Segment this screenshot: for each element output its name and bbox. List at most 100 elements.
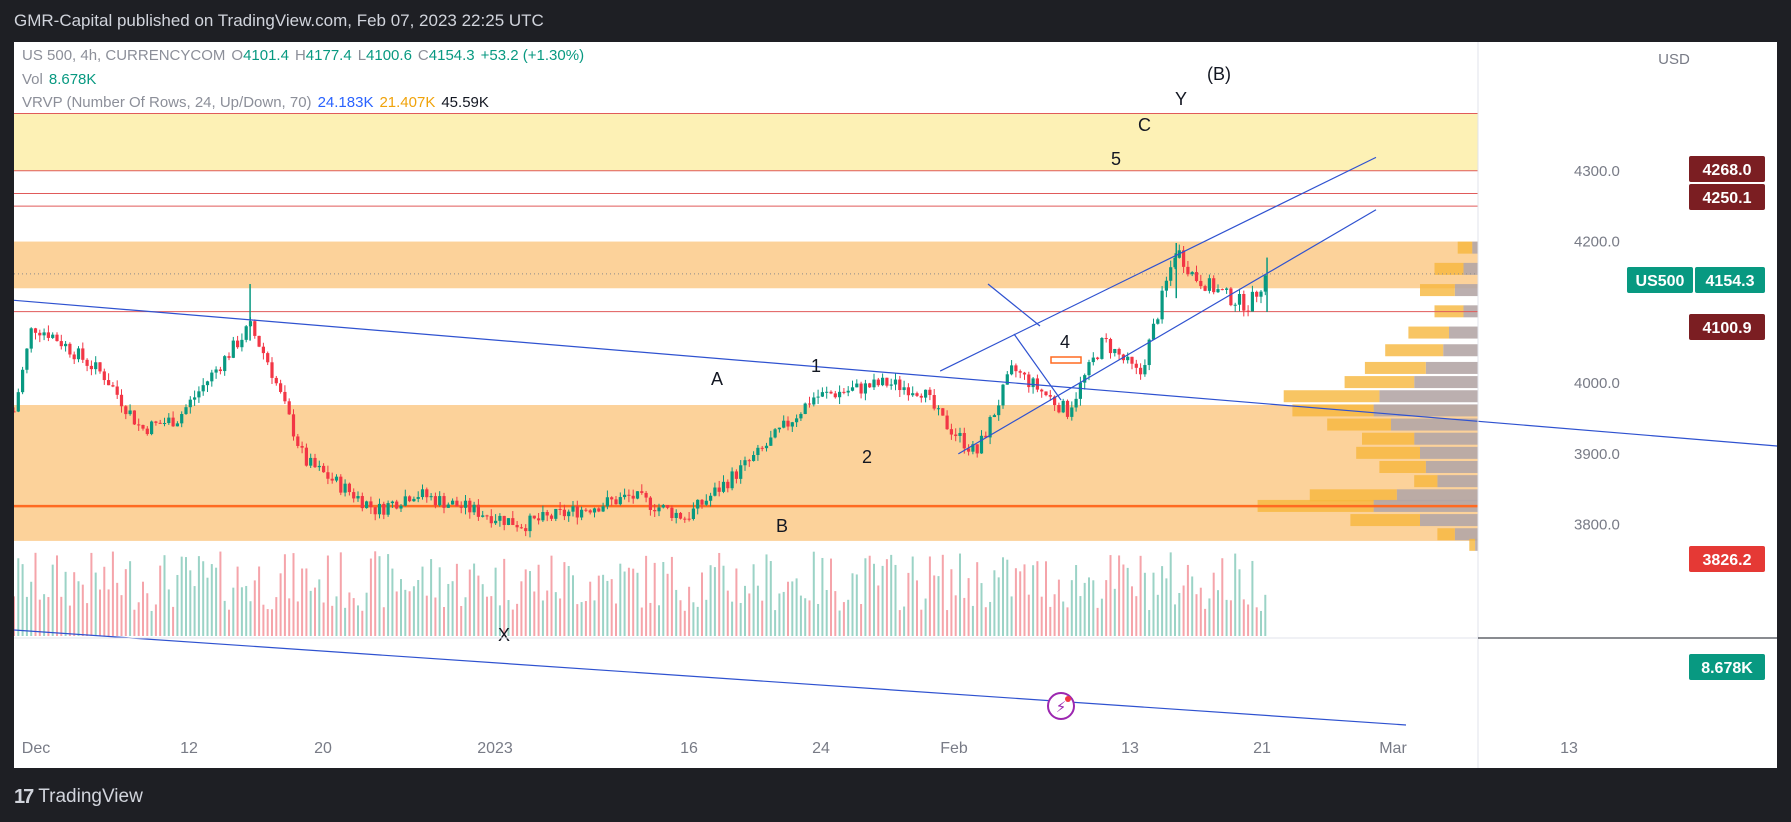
- wave-label-five: 5: [1111, 149, 1121, 169]
- candle-body: [1130, 356, 1134, 364]
- candle-body: [537, 518, 541, 521]
- candle-body: [369, 501, 373, 508]
- footer-brand[interactable]: TradingView: [38, 786, 143, 807]
- candle-body: [102, 371, 106, 381]
- vp-row-up-2: [1420, 284, 1455, 297]
- candle-body: [309, 457, 313, 466]
- candle-body: [898, 379, 902, 391]
- candle-body: [1242, 294, 1246, 311]
- volume-bar: [894, 564, 897, 636]
- candle-body: [799, 413, 803, 419]
- candle-body: [872, 379, 876, 388]
- volume-bar: [86, 603, 89, 636]
- candle-body: [1151, 323, 1156, 340]
- volume-bar: [1143, 572, 1146, 636]
- wave-label-C: C: [1138, 115, 1151, 135]
- legend-vol-label[interactable]: Vol: [22, 71, 43, 88]
- vp-row-down-14: [1437, 475, 1478, 488]
- candle-body: [1065, 400, 1070, 417]
- candle-body: [1053, 396, 1057, 406]
- candle-body: [666, 505, 670, 508]
- candle-body: [162, 423, 167, 425]
- volume-bar: [739, 602, 742, 636]
- volume-bar: [468, 569, 471, 636]
- candle-body: [223, 356, 227, 372]
- vp-row-up-10: [1327, 418, 1391, 431]
- volume-bar: [675, 589, 678, 636]
- candle-body: [408, 496, 412, 502]
- legend-symbol[interactable]: US 500, 4h, CURRENCYCOM: [22, 47, 226, 64]
- volume-bar: [258, 566, 261, 636]
- volume-bar: [1178, 592, 1181, 636]
- tradingview-footer[interactable]: 17 TradingView: [14, 782, 143, 812]
- volume-bar: [455, 563, 458, 636]
- volume-bar: [387, 554, 390, 636]
- volume-bar: [821, 557, 824, 636]
- volume-bar: [984, 607, 987, 636]
- candle-body: [287, 401, 291, 415]
- ohlc-legend[interactable]: US 500, 4h, CURRENCYCOM O4101.4 H4177.4 L41…: [22, 47, 590, 64]
- chart-frame[interactable]: A B 1 2 4 5 C Y (B) X USD 4300.0 4200.0 4000.0 3900.0…: [14, 42, 1777, 768]
- candle-body: [128, 410, 132, 415]
- volume-bar: [292, 553, 295, 636]
- vp-row-up-8: [1283, 390, 1380, 403]
- legend-high: 4177.4: [305, 47, 352, 64]
- candle-body: [623, 494, 627, 498]
- price-tick: 3900.0: [1574, 446, 1620, 463]
- candle-body: [945, 415, 949, 430]
- badge-symbol: US500: [1636, 273, 1685, 290]
- wave-label-Bparen: (B): [1207, 64, 1231, 84]
- legend-vrvp-label[interactable]: VRVP (Number Of Rows, 24, Up/Down, 70): [22, 94, 312, 111]
- badge-volume-bg: [1689, 654, 1765, 680]
- candle-body: [72, 354, 76, 360]
- volume-bar: [451, 581, 454, 636]
- candle-body: [481, 515, 485, 517]
- volume-bar: [322, 602, 325, 636]
- volume-legend[interactable]: Vol 8.678K: [22, 71, 102, 88]
- volume-bar: [791, 581, 794, 636]
- candle-body: [975, 444, 979, 454]
- candle-body: [760, 447, 764, 449]
- volume-bar: [989, 601, 992, 636]
- candle-body: [795, 418, 799, 423]
- volume-bar: [400, 579, 402, 636]
- volume-bar: [21, 564, 24, 636]
- volume-bar: [90, 552, 93, 636]
- volume-bar: [537, 564, 540, 636]
- volume-bar: [1006, 559, 1009, 636]
- time-tick: Mar: [1379, 740, 1407, 757]
- candle-body: [515, 524, 519, 528]
- candle-body: [227, 356, 231, 358]
- volume-bar: [1152, 572, 1155, 636]
- candle-body: [709, 495, 713, 501]
- volume-bar: [253, 580, 256, 636]
- candles-layer: [14, 242, 1268, 538]
- volume-bar: [692, 602, 695, 636]
- candle-body: [545, 512, 549, 516]
- volume-bar: [774, 610, 777, 636]
- volume-bar: [1191, 576, 1194, 636]
- volume-bar: [550, 555, 553, 636]
- volume-bar: [219, 551, 222, 636]
- volume-bar: [812, 551, 815, 636]
- candle-body: [713, 487, 717, 496]
- volume-bar: [503, 558, 506, 636]
- vrvp-legend[interactable]: VRVP (Number Of Rows, 24, Up/Down, 70) 24…: [22, 94, 495, 111]
- candle-body: [949, 429, 953, 435]
- candle-body: [1207, 278, 1211, 291]
- candle-body: [997, 405, 1001, 416]
- candle-body: [1134, 363, 1138, 368]
- vp-row-down-15: [1396, 489, 1478, 502]
- volume-bar: [1156, 594, 1159, 636]
- volume-bar: [808, 600, 811, 636]
- candle-body: [115, 386, 119, 395]
- legend-vrvp-total: 45.59K: [441, 94, 489, 111]
- candle-body: [846, 390, 850, 393]
- volume-bar: [1100, 598, 1103, 636]
- volume-bar: [94, 572, 97, 636]
- candle-body: [463, 500, 468, 508]
- volume-bar: [645, 555, 648, 636]
- volume-bar: [980, 583, 983, 636]
- candle-body: [756, 447, 760, 456]
